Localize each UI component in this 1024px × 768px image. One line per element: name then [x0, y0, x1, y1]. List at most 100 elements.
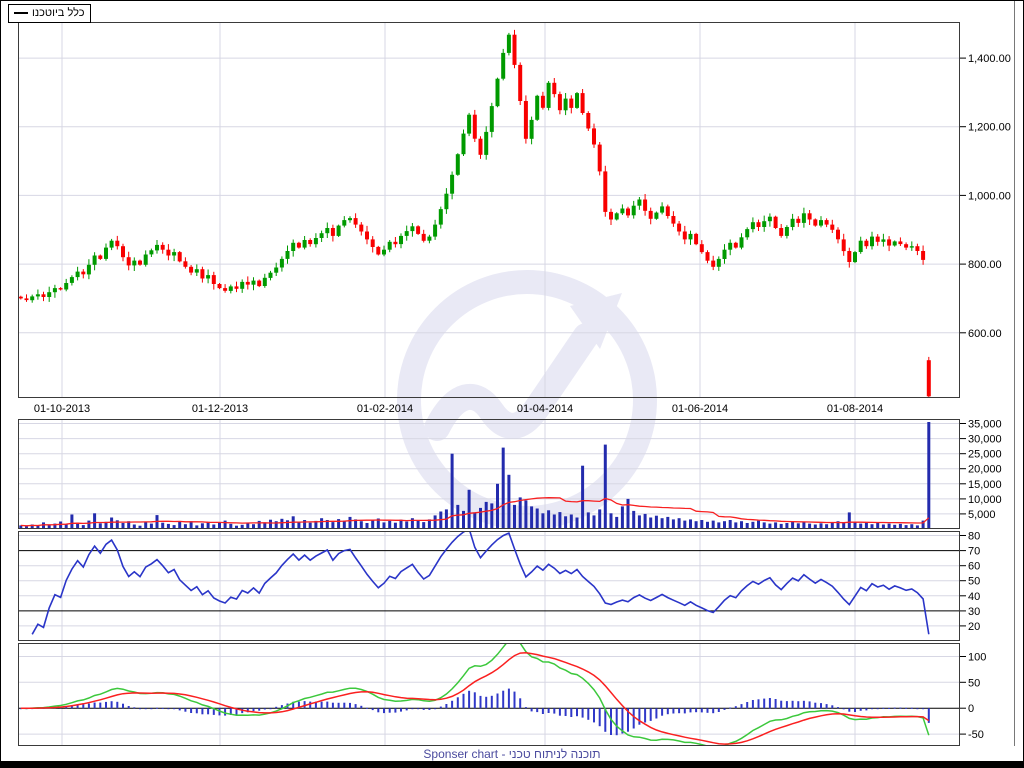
volume-bar	[371, 520, 375, 529]
macd-histogram-bar	[195, 708, 198, 714]
candle-body	[30, 296, 35, 301]
macd-histogram-bar	[922, 708, 925, 710]
candle-body	[228, 286, 233, 291]
macd-histogram-bar	[337, 702, 340, 709]
volume-bar	[218, 522, 221, 529]
macd-histogram-bar	[689, 708, 692, 713]
candle-body	[47, 292, 52, 297]
volume-bar	[490, 503, 494, 529]
candle-body	[586, 113, 591, 129]
candle-body	[404, 231, 409, 236]
volume-bar	[76, 522, 80, 529]
candle-body	[291, 242, 296, 251]
volume-bar	[110, 517, 114, 529]
candle-body	[665, 206, 670, 216]
macd-histogram-bar	[576, 708, 578, 717]
macd-histogram-bar	[768, 698, 771, 709]
volume-bar	[410, 518, 414, 529]
macd-tick-label: 100	[968, 652, 986, 664]
macd-histogram-bar	[820, 703, 822, 709]
volume-bar	[677, 518, 681, 529]
candle-body	[376, 246, 381, 255]
candle-body	[637, 199, 642, 206]
volume-bar	[671, 519, 675, 529]
volume-bar	[586, 512, 590, 529]
candle-body	[302, 240, 307, 248]
candle-body	[921, 251, 926, 260]
candle-body	[631, 205, 636, 216]
volume-bar	[774, 522, 778, 529]
volume-bar	[864, 522, 868, 529]
macd-histogram-bar	[297, 701, 300, 709]
macd-histogram-bar	[808, 701, 811, 709]
macd-histogram-bar	[314, 701, 317, 709]
volume-bar	[200, 523, 204, 529]
rsi-tick-label: 30	[968, 606, 980, 618]
macd-histogram-bar	[167, 708, 170, 710]
volume-bar	[632, 510, 636, 529]
candle-body	[24, 298, 29, 301]
macd-histogram-bar	[553, 708, 556, 714]
volume-bar	[121, 523, 125, 529]
macd-histogram-bar	[519, 698, 522, 709]
macd-histogram-bar	[82, 704, 85, 709]
x-axis-labels: 01-10-2013 01-12-2013 01-02-2014 01-04-2014…	[34, 403, 883, 415]
volume-bar	[547, 510, 551, 529]
macd-histogram-bar	[831, 705, 834, 709]
candle-body	[450, 174, 455, 194]
volume-bar	[132, 524, 136, 529]
candle-body	[836, 229, 840, 240]
macd-histogram-bar	[757, 699, 760, 709]
candle-body	[200, 269, 205, 279]
macd-histogram-bar	[184, 708, 187, 712]
volume-bar	[711, 520, 715, 529]
candle-body	[149, 250, 154, 255]
macd-histogram-bar	[644, 708, 647, 723]
volume-bar	[842, 523, 846, 529]
volume-bar	[615, 516, 619, 529]
candle-body	[433, 224, 438, 237]
series-legend[interactable]: כלל ביוטכנו	[8, 4, 91, 23]
volume-panel-border	[18, 419, 960, 529]
volume-bar	[700, 520, 704, 529]
candle-body	[115, 240, 120, 247]
volume-bar	[518, 497, 522, 529]
macd-histogram-bar	[910, 707, 913, 709]
macd-histogram-bar	[280, 705, 283, 709]
candle-body	[830, 224, 835, 230]
candle-body	[745, 229, 750, 238]
volume-bar	[530, 506, 534, 529]
candle-body	[336, 225, 341, 236]
volume-bar	[70, 514, 74, 529]
volume-bar	[263, 522, 267, 529]
volume-tick-label: 35,000	[968, 419, 1002, 431]
candle-body	[626, 208, 630, 216]
candle-body	[728, 242, 733, 250]
volume-bar	[166, 523, 170, 529]
volume-bar	[643, 513, 647, 529]
candle-body	[677, 223, 682, 232]
candle-body	[257, 280, 262, 287]
candle-body	[915, 246, 920, 251]
volume-bar	[206, 521, 210, 529]
volume-bar	[303, 520, 307, 529]
volume-bar	[87, 520, 91, 529]
candle-body	[898, 241, 903, 245]
volume-bar	[921, 520, 925, 529]
volume-bar	[280, 518, 284, 529]
macd-histogram-bar	[712, 708, 715, 714]
macd-histogram-bar	[462, 693, 465, 709]
macd-histogram-bar	[354, 704, 357, 709]
volume-bar	[757, 520, 760, 529]
macd-histogram-bar	[927, 708, 930, 723]
volume-bar	[740, 521, 743, 529]
candle-body	[472, 114, 477, 139]
macd-tick-label: 50	[968, 677, 980, 689]
candle-body	[773, 216, 778, 228]
candle-body	[739, 237, 744, 248]
macd-histogram-bar	[263, 708, 266, 710]
candle-body	[523, 101, 528, 139]
volume-bar	[93, 513, 97, 529]
macd-histogram-bar	[899, 707, 902, 709]
